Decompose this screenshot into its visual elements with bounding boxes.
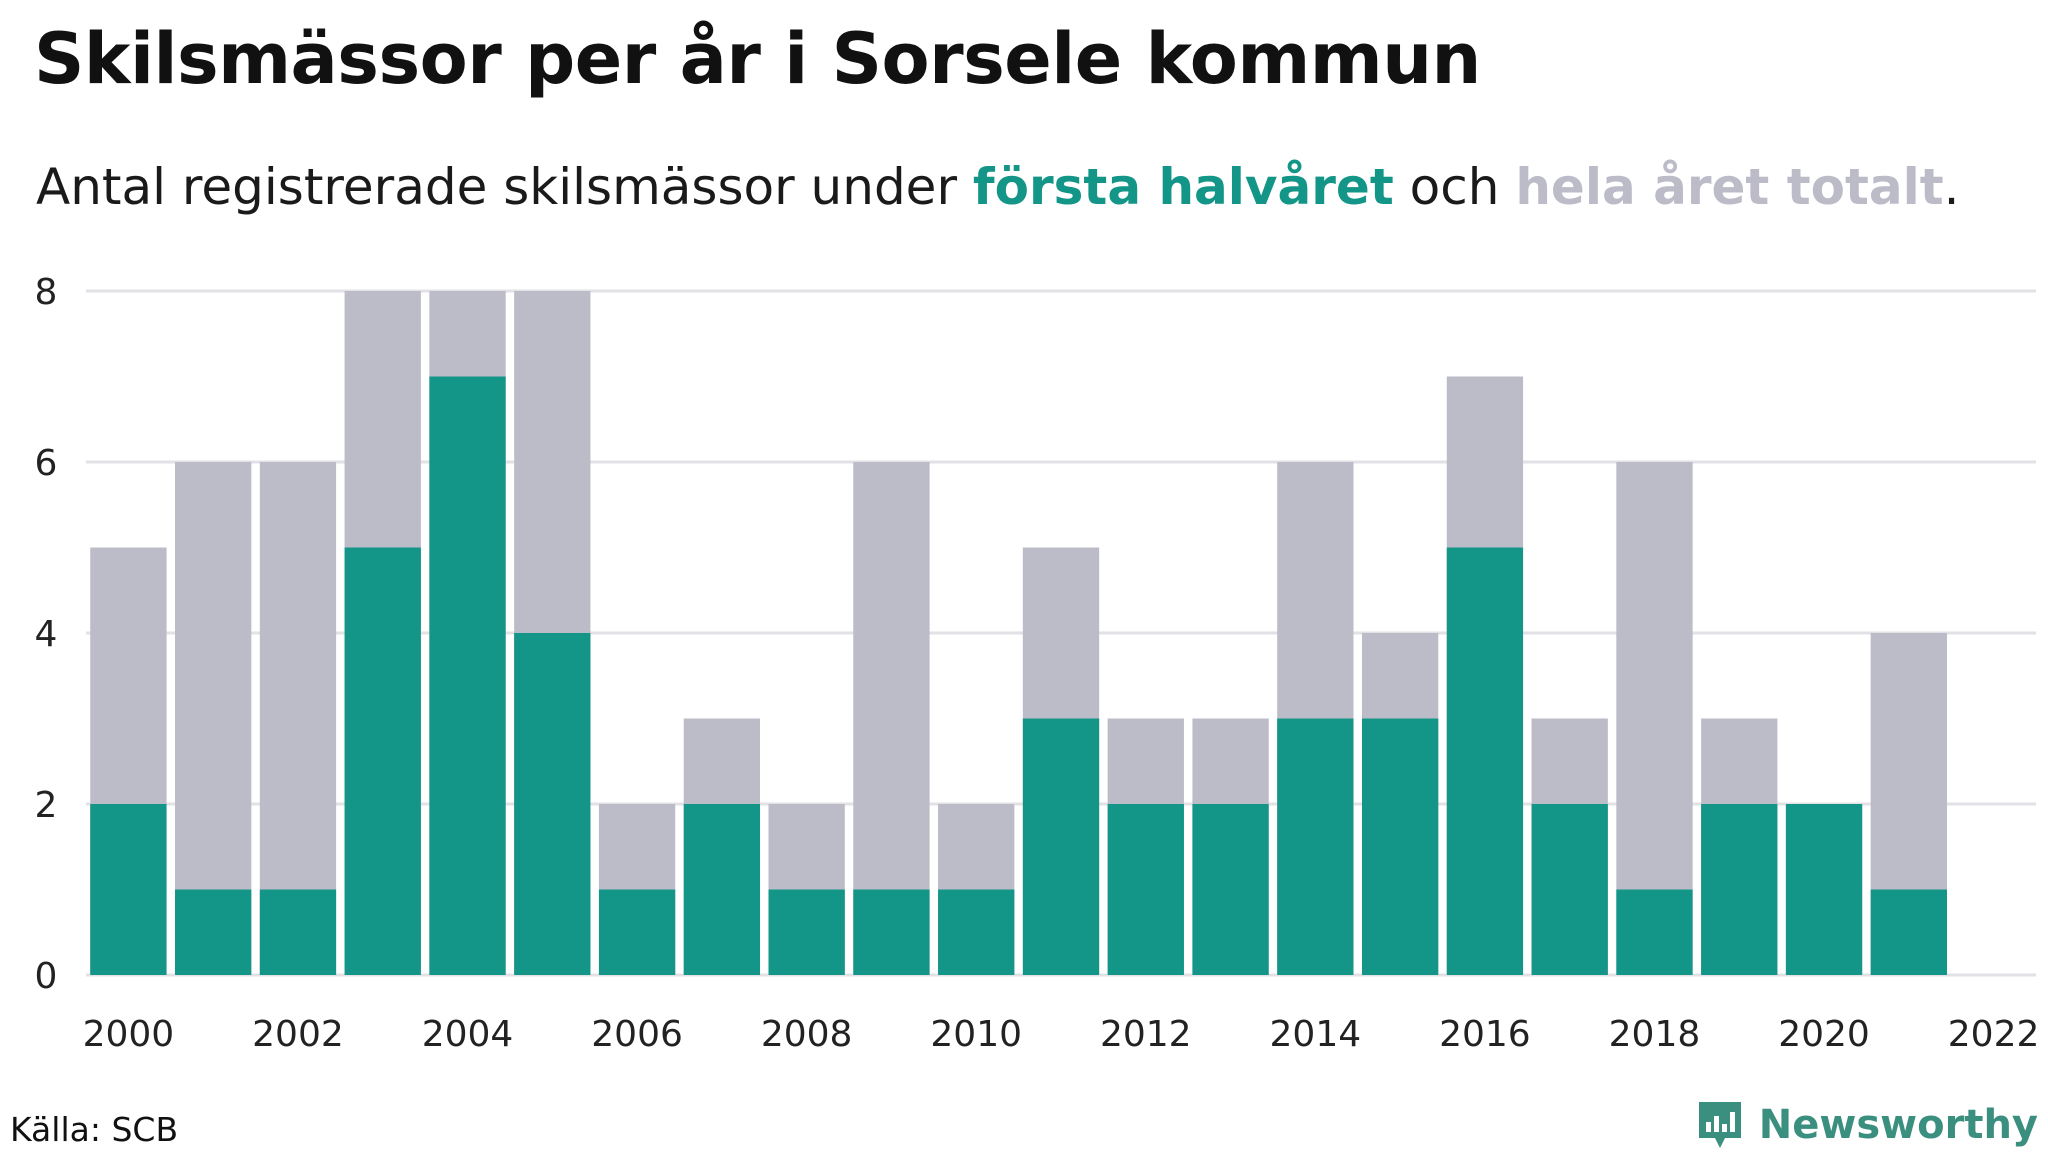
bars [90,291,1947,975]
x-tick-label: 2004 [422,1014,514,1055]
brand: Newsworthy [1695,1098,2038,1152]
bar-first-half-2006 [598,889,676,975]
bar-first-half-2002 [259,889,337,975]
x-tick-label: 2010 [930,1014,1022,1055]
bar-first-half-2001 [175,889,252,975]
bar-first-half-2004 [429,376,506,975]
x-tick-label: 2012 [1100,1014,1192,1055]
legend-first-half: första halvåret [972,158,1394,216]
x-tick-label: 2022 [1948,1014,2040,1055]
x-tick-label: 2008 [761,1014,853,1055]
bar-first-half-2000 [90,804,167,975]
bar-first-half-2014 [1277,718,1354,975]
chart-title: Skilsmässor per år i Sorsele kommun [34,18,1481,100]
subtitle-middle: och [1393,158,1516,216]
bar-first-half-2013 [1192,804,1269,975]
legend-whole-year: hela året totalt [1515,158,1944,216]
x-tick-label: 2000 [83,1014,175,1055]
x-tick-label: 2018 [1609,1014,1701,1055]
chart-subtitle: Antal registrerade skilsmässor under för… [36,158,1960,216]
subtitle-prefix: Antal registrerade skilsmässor under [36,158,973,216]
x-tick-label: 2014 [1270,1014,1362,1055]
y-tick-label: 6 [35,443,58,484]
newsworthy-chart-logo-icon [1698,1102,1741,1148]
bar-first-half-2007 [683,804,761,975]
x-tick-label: 2016 [1439,1014,1531,1055]
bar-first-half-2012 [1107,804,1184,975]
subtitle-suffix: . [1943,158,1960,216]
bar-first-half-2003 [344,547,421,975]
bar-first-half-2015 [1361,718,1439,975]
x-tick-label: 2020 [1778,1014,1870,1055]
bar-first-half-2008 [768,889,845,975]
bar-first-half-2011 [1022,718,1100,975]
y-tick-label: 0 [35,956,58,997]
bar-first-half-2017 [1531,804,1608,975]
axis-labels: 0 2 4 6 8 2000 2002 2004 2006 2008 2010 2012 2014 201… [35,272,2040,1055]
bar-chart: 0 2 4 6 8 2000 2002 2004 2006 2008 2010 2012 2014 201… [35,272,2040,1055]
y-tick-label: 8 [35,272,58,313]
bar-first-half-2018 [1616,889,1693,975]
bar-first-half-2016 [1446,547,1524,975]
bar-first-half-2020 [1785,804,1863,975]
y-tick-label: 4 [35,614,58,655]
bar-first-half-2005 [514,633,591,975]
x-tick-label: 2002 [252,1014,344,1055]
source-note: Källa: SCB [10,1110,179,1149]
bar-first-half-2021 [1870,889,1947,975]
bar-first-half-2009 [853,889,930,975]
bar-first-half-2019 [1701,804,1778,975]
brand-name: Newsworthy [1758,1102,2038,1148]
bar-first-half-2010 [938,889,1015,975]
x-tick-label: 2006 [591,1014,683,1055]
y-tick-label: 2 [35,785,58,826]
